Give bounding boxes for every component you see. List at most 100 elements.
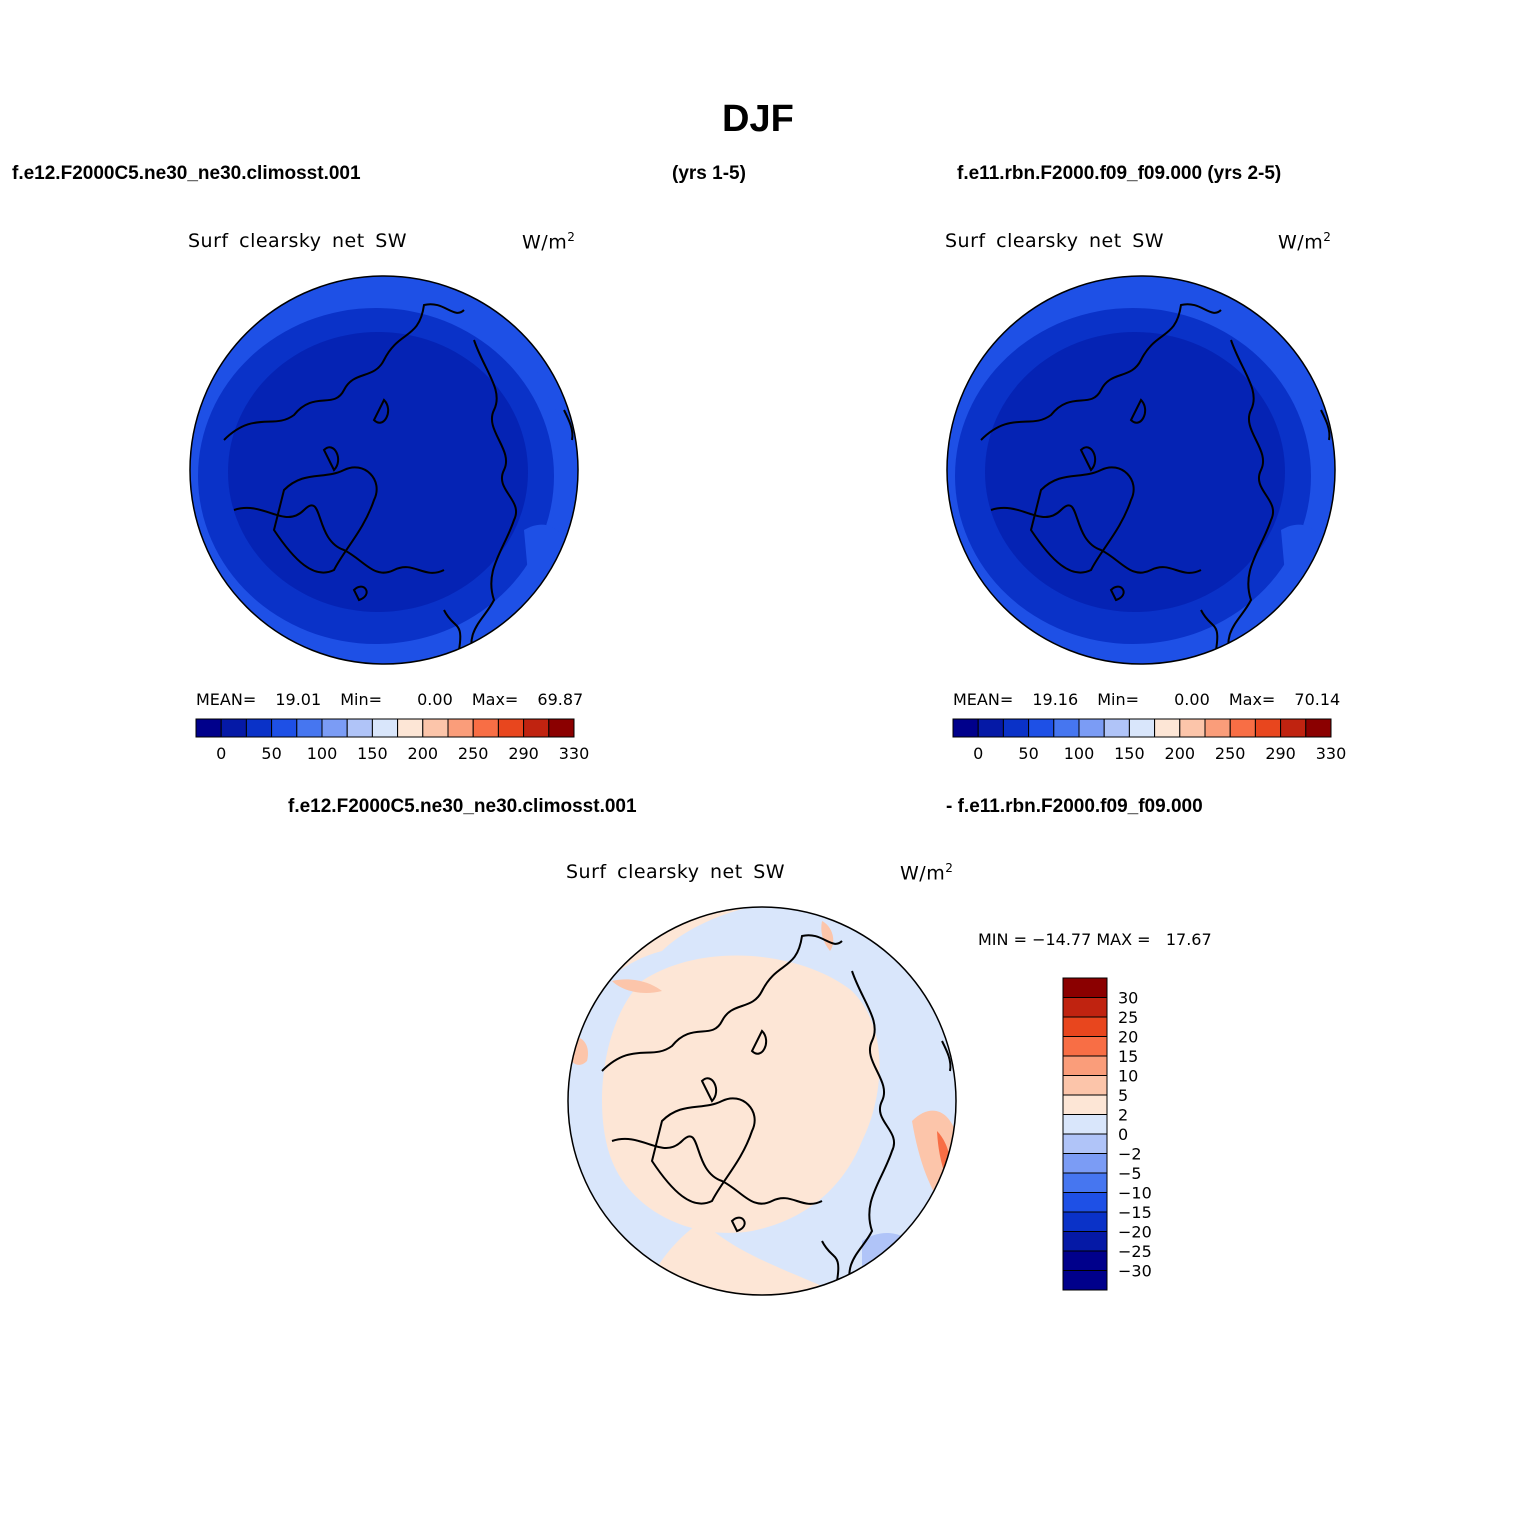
- map-panel-difference: [567, 906, 957, 1296]
- colorbar-box: [1254, 718, 1282, 738]
- colorbar-box: [245, 718, 273, 738]
- colorbar-box: [1062, 1094, 1108, 1115]
- map-border: [189, 275, 579, 665]
- colorbar-box: [1078, 718, 1105, 738]
- diff-minmax: MIN = −14.77 MAX = 17.67: [978, 930, 1212, 949]
- colorbar-box: [346, 718, 373, 738]
- colorbar-tick-label: 200: [1165, 744, 1196, 763]
- colorbar-box: [422, 718, 449, 738]
- colorbar-tick-label: 0: [973, 744, 983, 763]
- coastlines: [601, 907, 956, 1292]
- colorbar-box: [1128, 718, 1156, 738]
- min-label: Min=: [1097, 690, 1140, 709]
- colorbar-tick-label: 150: [357, 744, 388, 763]
- mean-label: MEAN=: [196, 690, 257, 709]
- polar-core: [985, 332, 1285, 612]
- diff-warm-patch: [612, 979, 662, 993]
- case2-name: f.e11.rbn.F2000.f09_f09.000 (yrs 2-5): [957, 163, 1282, 184]
- colorbar-tick-label: 50: [1018, 744, 1038, 763]
- map-panel-1: [189, 275, 579, 665]
- mean-value: 19.01: [275, 690, 322, 709]
- colorbar-box: [1305, 718, 1332, 738]
- panel2-variable-label: Surf clearsky net SW: [945, 230, 1165, 252]
- colorbar-box: [1062, 1192, 1108, 1213]
- map-border: [567, 906, 957, 1296]
- colorbar-box: [1062, 1231, 1108, 1252]
- colorbar-tick-label: 5: [1118, 1086, 1128, 1105]
- colorbar-box: [195, 718, 222, 738]
- colorbar-tick-label: 2: [1118, 1106, 1128, 1125]
- colorbar-tick-label: 150: [1114, 744, 1145, 763]
- colorbar-box: [1062, 977, 1108, 998]
- colorbar-tick-label: 20: [1118, 1028, 1138, 1047]
- diff-cool-patch: [862, 1232, 932, 1295]
- panel2-units-label: W/m2: [1278, 230, 1332, 254]
- colorbar-box: [397, 718, 424, 738]
- panel2-stats: MEAN= 19.16 Min= 0.00 Max= 70.14: [953, 690, 1340, 709]
- colorbar-box: [1204, 718, 1231, 738]
- colorbar-tick-label: 200: [408, 744, 439, 763]
- colorbar-box: [321, 718, 348, 738]
- max-value: 69.87: [537, 690, 584, 709]
- min-value: 0.00: [417, 690, 453, 709]
- colorbar-box: [1062, 1172, 1108, 1193]
- page-title: DJF: [722, 98, 794, 140]
- diff-region: [642, 1221, 842, 1295]
- colorbar-tick-label: 330: [1316, 744, 1347, 763]
- colorbar-box: [497, 718, 525, 738]
- colorbar-box: [1154, 718, 1181, 738]
- colorbar-tick-label: 25: [1118, 1008, 1138, 1027]
- diff-case1-name: f.e12.F2000C5.ne30_ne30.climosst.001: [288, 796, 637, 817]
- max-value: 70.14: [1294, 690, 1341, 709]
- colorbar-tick-label: 15: [1118, 1047, 1138, 1066]
- colorbar-box: [1062, 1036, 1108, 1057]
- colorbar-box: [447, 718, 474, 738]
- colorbar-box: [977, 718, 1004, 738]
- diff-units-label: W/m2: [900, 861, 954, 885]
- colorbar-box: [952, 718, 979, 738]
- colorbar-tick-label: −10: [1118, 1184, 1152, 1203]
- colorbar-tick-label: 250: [458, 744, 489, 763]
- colorbar-box: [1062, 1270, 1108, 1291]
- colorbar-panel-2: 0 50 100 150 200 250 290 330: [952, 718, 1346, 763]
- diff-center-region: [602, 955, 880, 1233]
- min-value: 0.00: [1174, 690, 1210, 709]
- case1-years: (yrs 1-5): [672, 163, 746, 184]
- colorbar-tick-label: 0: [216, 744, 226, 763]
- min-label: Min=: [340, 690, 383, 709]
- colorbar-tick-label: 10: [1118, 1067, 1138, 1086]
- colorbar-tick-label: −25: [1118, 1242, 1152, 1261]
- colorbar-tick-label: −30: [1118, 1262, 1152, 1281]
- colorbar-tick-label: −2: [1118, 1145, 1142, 1164]
- polar-core: [228, 332, 528, 612]
- colorbar-tick-label: 100: [307, 744, 338, 763]
- colorbar-box: [1062, 1016, 1108, 1037]
- coastlines: [980, 276, 1335, 661]
- colorbar-box: [1028, 718, 1055, 738]
- colorbar-tick-label: 290: [508, 744, 539, 763]
- colorbar-box: [1179, 718, 1206, 738]
- map-border: [946, 275, 1336, 665]
- map-panel-2: [946, 275, 1336, 665]
- colorbar-tick-label: 290: [1265, 744, 1296, 763]
- colorbar-tick-label: 100: [1064, 744, 1095, 763]
- diff-variable-label: Surf clearsky net SW: [566, 861, 786, 883]
- mean-label: MEAN=: [953, 690, 1014, 709]
- colorbar-box: [371, 718, 399, 738]
- colorbar-box: [1062, 997, 1108, 1018]
- colorbar-box: [1280, 718, 1307, 738]
- colorbar-tick-label: 330: [559, 744, 590, 763]
- case1-name: f.e12.F2000C5.ne30_ne30.climosst.001: [12, 163, 361, 184]
- colorbar-box: [1002, 718, 1030, 738]
- colorbar-box: [1062, 1114, 1108, 1135]
- colorbar-tick-label: 30: [1118, 989, 1138, 1008]
- mean-value: 19.16: [1032, 690, 1079, 709]
- colorbar-box: [220, 718, 247, 738]
- colorbar-box: [523, 718, 550, 738]
- colorbar-box: [1103, 718, 1130, 738]
- max-label: Max=: [471, 690, 519, 709]
- colorbar-tick-label: −20: [1118, 1223, 1152, 1242]
- colorbar-box: [1062, 1133, 1108, 1154]
- colorbar-tick-label: 250: [1215, 744, 1246, 763]
